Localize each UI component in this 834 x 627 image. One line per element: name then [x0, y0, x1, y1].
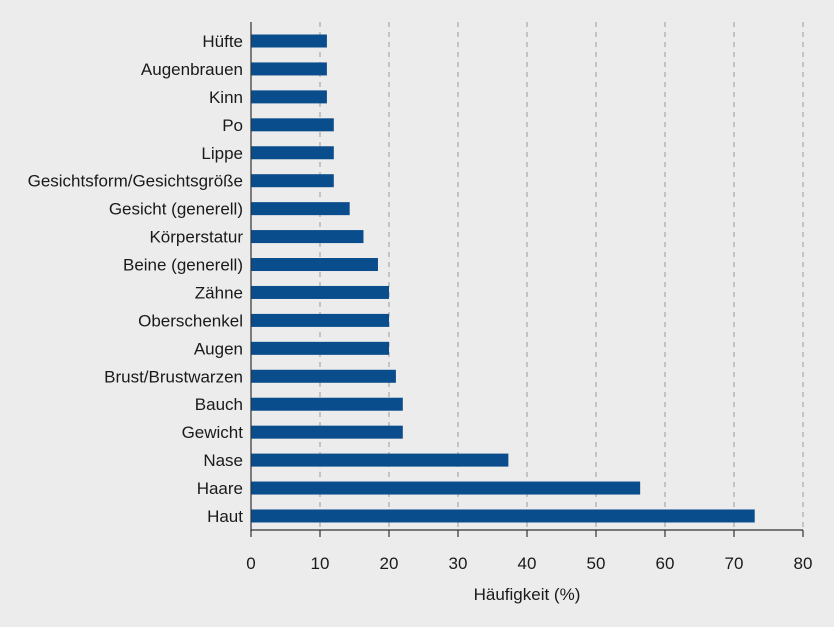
bar [251, 509, 755, 523]
category-label: Gewicht [182, 423, 244, 442]
category-label: Bauch [195, 395, 243, 414]
x-tick-label: 0 [246, 554, 255, 573]
bar [251, 90, 327, 104]
bar [251, 313, 389, 327]
category-label: Zähne [195, 283, 243, 302]
bar [251, 230, 364, 244]
bar [251, 453, 509, 467]
category-label: Augen [194, 339, 243, 358]
category-label: Oberschenkel [138, 311, 243, 330]
x-tick-label: 30 [449, 554, 468, 573]
bar [251, 258, 378, 272]
bar [251, 397, 403, 411]
category-label: Beine (generell) [123, 256, 243, 275]
x-tick-labels: 0 10 20 30 40 50 60 70 80 [246, 530, 812, 573]
bars [251, 34, 755, 523]
x-tick-label: 40 [518, 554, 537, 573]
category-label: Hüfte [202, 32, 243, 51]
bar [251, 62, 327, 76]
category-label: Nase [203, 451, 243, 470]
category-label: Körperstatur [149, 228, 243, 247]
bar [251, 285, 389, 299]
category-label: Gesicht (generell) [109, 200, 243, 219]
category-label: Gesichtsform/Gesichtsgröße [28, 172, 243, 191]
category-label: Brust/Brustwarzen [104, 367, 243, 386]
x-tick-label: 60 [656, 554, 675, 573]
bar [251, 369, 396, 383]
x-tick-label: 70 [725, 554, 744, 573]
category-label: Lippe [201, 144, 243, 163]
category-label: Kinn [209, 88, 243, 107]
category-label: Haare [197, 479, 243, 498]
category-label: Po [222, 116, 243, 135]
x-axis-title: Häufigkeit (%) [474, 585, 581, 604]
bar [251, 425, 403, 439]
bar [251, 202, 350, 216]
category-label: Augenbrauen [141, 60, 243, 79]
bar [251, 34, 327, 48]
category-labels: Hüfte Augenbrauen Kinn Po Lippe Gesichtsform/… [28, 32, 244, 526]
bar [251, 341, 389, 355]
category-label: Haut [207, 507, 243, 526]
x-tick-label: 80 [794, 554, 813, 573]
bar [251, 481, 641, 495]
gridlines [319, 22, 804, 530]
bar [251, 146, 334, 160]
x-tick-label: 50 [587, 554, 606, 573]
bar [251, 118, 334, 132]
x-tick-label: 20 [380, 554, 399, 573]
x-tick-label: 10 [311, 554, 330, 573]
bar [251, 174, 334, 188]
